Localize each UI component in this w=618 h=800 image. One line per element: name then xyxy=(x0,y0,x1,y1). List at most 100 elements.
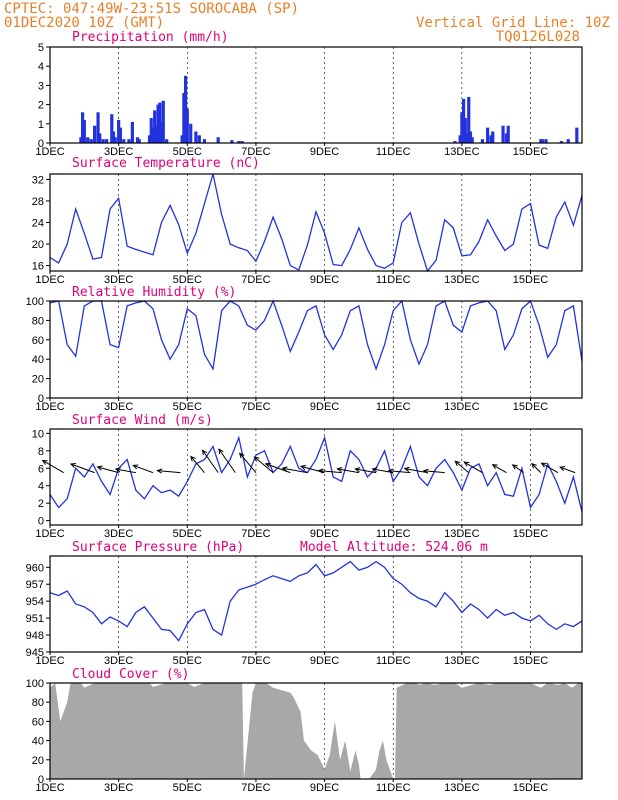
humidity-x-tick-label: 5DEC xyxy=(173,401,202,413)
wind-vector-head xyxy=(422,468,429,474)
cloud-cover-area xyxy=(50,683,582,779)
wind-vector-head xyxy=(299,464,307,470)
precipitation-bar xyxy=(566,139,570,143)
wind-vector-arrow xyxy=(336,467,359,474)
precipitation-bar xyxy=(117,119,121,143)
wind-vector-shaft xyxy=(404,468,428,474)
wind-vector-arrow xyxy=(371,467,394,474)
humidity-x-tick-label: 9DEC xyxy=(310,401,339,413)
wind-x-tick-label: 11DEC xyxy=(376,528,411,540)
wind-vector-shaft xyxy=(133,464,154,474)
wind-vector-head xyxy=(531,462,537,469)
precipitation-bar xyxy=(113,137,117,143)
humidity-panel: 1DEC 3DEC 5DEC 7DEC 9DEC 11DEC 13DEC 15DEC 0 20 40… xyxy=(26,296,583,413)
humidity-series-line xyxy=(49,299,583,371)
temperature-y-tick-label: 32 xyxy=(32,174,44,186)
pressure-frame xyxy=(49,555,583,653)
wind-y-tick-label: 8 xyxy=(38,446,44,458)
wind-vector-head xyxy=(463,461,470,467)
cloud-cover-title: Cloud Cover (%) xyxy=(72,667,189,682)
precipitation-bar xyxy=(165,139,169,143)
wind-series-line xyxy=(49,435,583,513)
wind-vector-arrow xyxy=(201,449,219,473)
precipitation-frame xyxy=(49,46,583,144)
wind-vector-head xyxy=(264,462,271,468)
wind-vector-head xyxy=(317,468,324,474)
precipitation-bar xyxy=(93,125,97,143)
wind-vector-arrow xyxy=(132,464,154,474)
precipitation-bar xyxy=(130,121,134,143)
precipitation-x-tick-label: 3DEC xyxy=(104,146,133,158)
precipitation-x-tick-label: 15DEC xyxy=(513,146,549,158)
temperature-x-tick-label: 11DEC xyxy=(376,274,411,286)
wind-vector-arrow xyxy=(96,465,119,474)
wind-vector-head xyxy=(281,466,288,472)
run-date: 01DEC2020 10Z (GMT) xyxy=(4,15,164,31)
pressure-y-tick-label: 954 xyxy=(26,596,44,608)
cloud-cover-x-tick-label: 5DEC xyxy=(173,782,202,794)
precipitation-bar xyxy=(158,102,162,143)
wind-vector-shaft xyxy=(70,463,95,474)
run-code: TQ0126L028 xyxy=(496,29,580,45)
wind-vector-head xyxy=(387,468,394,474)
precipitation-x-tick-label: 1DEC xyxy=(35,146,64,158)
wind-vector-shaft xyxy=(372,468,394,474)
precipitation-bar xyxy=(79,137,83,143)
wind-vector-shaft xyxy=(254,456,274,474)
precipitation-bar xyxy=(156,104,160,143)
precipitation-bar xyxy=(137,139,141,143)
wind-vector-head xyxy=(454,460,461,467)
temperature-x-tick-label: 15DEC xyxy=(513,274,549,286)
humidity-frame xyxy=(49,300,583,399)
precipitation-bar xyxy=(98,133,102,143)
cloud-cover-frame xyxy=(49,682,583,780)
precipitation-bar xyxy=(110,114,114,143)
wind-vector-arrow xyxy=(387,468,411,474)
wind-vector-shaft xyxy=(531,463,542,473)
cloud-cover-y-tick-label: 40 xyxy=(32,736,44,748)
chart-panels: 1DEC 3DEC 5DEC 7DEC 9DEC 11DEC 13DEC 15DEC 0 1 2 3 4… xyxy=(26,42,583,794)
wind-vector-arrow xyxy=(114,467,136,474)
wind-vector-arrow xyxy=(238,452,257,473)
precipitation-bar xyxy=(189,123,193,143)
wind-vector-head xyxy=(491,464,498,470)
wind-vector-arrow xyxy=(317,468,342,474)
precipitation-bar xyxy=(135,137,140,143)
humidity-y-tick-label: 40 xyxy=(32,354,44,366)
pressure-x-tick-label: 11DEC xyxy=(376,655,411,667)
precipitation-bar xyxy=(182,93,186,143)
precipitation-bar xyxy=(202,139,207,143)
precipitation-bar xyxy=(154,125,158,143)
wind-y-tick-label: 4 xyxy=(38,481,44,493)
cloud-cover-x-tick-label: 13DEC xyxy=(444,782,480,794)
pressure-x-tick-label: 7DEC xyxy=(241,655,270,667)
precipitation-bar xyxy=(559,141,564,143)
precipitation-x-tick-label: 9DEC xyxy=(310,146,339,158)
precipitation-bar xyxy=(159,121,164,143)
wind-vector-arrow xyxy=(403,466,428,474)
wind-vector-arrow xyxy=(463,461,483,474)
precipitation-y-tick-label: 5 xyxy=(38,42,44,54)
cloud-cover-x-tick-label: 7DEC xyxy=(241,782,270,794)
wind-vector-arrow xyxy=(422,468,445,474)
precipitation-bar xyxy=(544,139,548,143)
wind-vector-shaft xyxy=(318,470,342,474)
precipitation-bar xyxy=(216,137,220,143)
wind-vector-head xyxy=(96,465,103,471)
wind-vector-shaft xyxy=(464,461,483,474)
precipitation-bar xyxy=(453,141,457,143)
humidity-x-tick-label: 11DEC xyxy=(376,401,411,413)
vertical-grid-note: Vertical Grid Line: 10Z xyxy=(416,15,610,31)
temperature-y-tick-label: 20 xyxy=(32,239,44,251)
precipitation-bar xyxy=(122,139,126,143)
wind-vector-arrow xyxy=(190,455,205,473)
wind-vector-shaft xyxy=(115,468,136,474)
wind-x-tick-label: 5DEC xyxy=(173,528,202,540)
precipitation-bar xyxy=(489,135,493,143)
station-header: CPTEC: 047:49W-23:51S SOROCABA (SP) xyxy=(4,1,299,17)
wind-vector-head xyxy=(41,459,48,465)
humidity-y-tick-label: 80 xyxy=(32,315,44,327)
precipitation-bar xyxy=(180,135,184,143)
precipitation-y-tick-label: 1 xyxy=(38,119,44,131)
pressure-x-tick-label: 1DEC xyxy=(35,655,64,667)
